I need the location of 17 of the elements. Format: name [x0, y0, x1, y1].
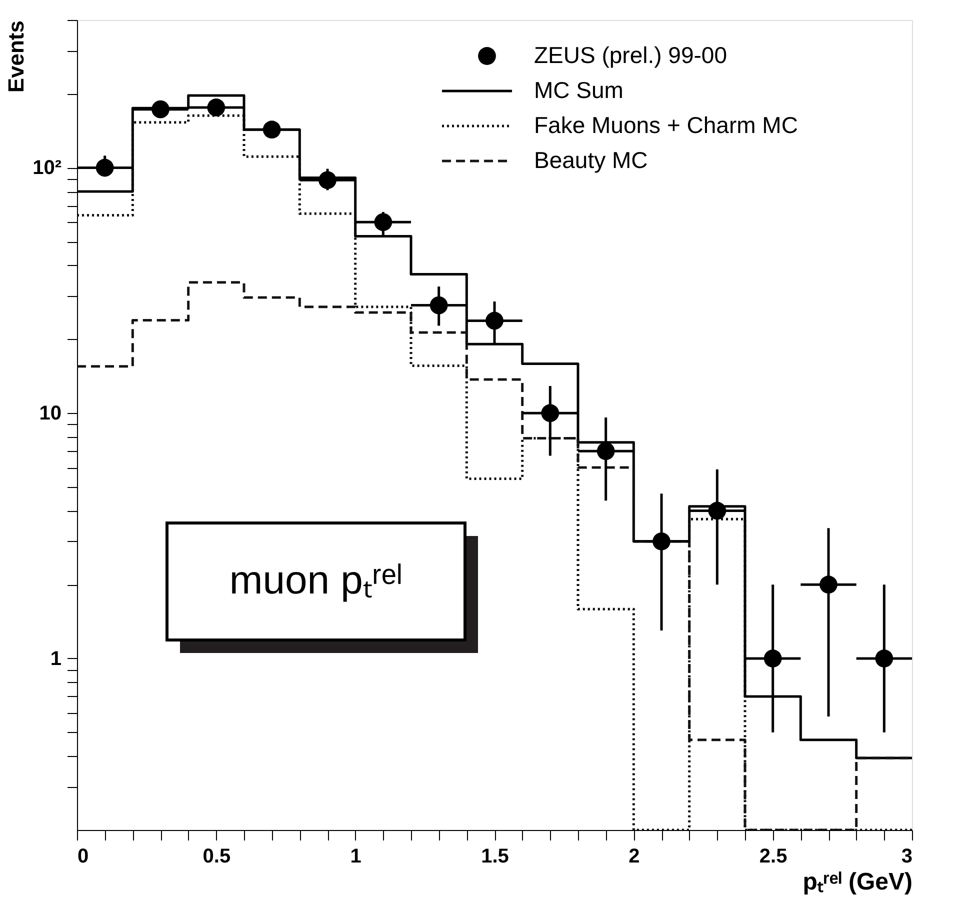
legend-label: Fake Muons + Charm MC [534, 112, 798, 138]
x-tick-label: 3 [901, 846, 912, 868]
legend-label: ZEUS (prel.) 99-00 [534, 42, 728, 68]
x-tick-label: 2 [628, 846, 640, 868]
legend-label: Beauty MC [534, 147, 648, 173]
y-tick-label: 10 [39, 402, 62, 425]
y-axis-title: Events [4, 20, 29, 93]
x-axis-title: pₜʳᵉˡ (GeV) [802, 868, 912, 896]
x-tick-label: 0 [78, 846, 89, 868]
x-tick-label: 2.5 [759, 846, 788, 868]
y-tick-label: 10² [32, 157, 62, 180]
annotation: muon pₜʳᵉˡ [229, 558, 403, 602]
x-tick-label: 1.5 [481, 846, 509, 868]
x-tick-label: 1 [350, 846, 362, 868]
y-tick-label: 1 [50, 648, 62, 670]
legend-label: MC Sum [534, 77, 624, 103]
x-tick-label: 0.5 [202, 846, 231, 868]
